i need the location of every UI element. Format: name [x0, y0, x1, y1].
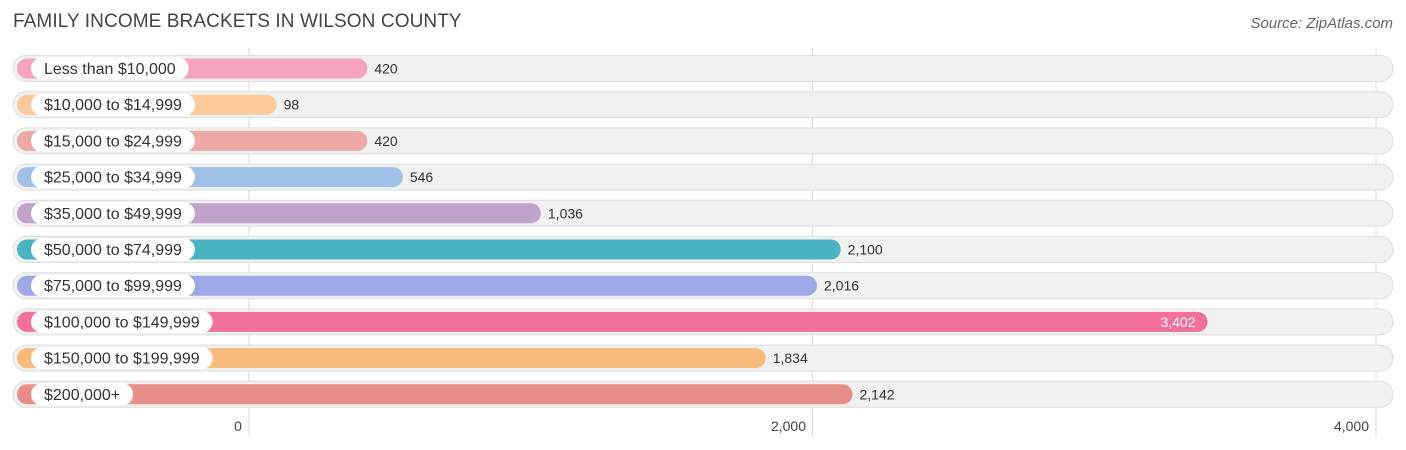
category-label: $15,000 to $24,999	[44, 133, 182, 150]
value-label: 420	[374, 133, 398, 149]
value-label: 546	[410, 169, 434, 185]
category-pill	[31, 129, 195, 152]
category-pill	[31, 166, 195, 189]
category-label: $10,000 to $14,999	[44, 97, 182, 114]
chart-source: Source: ZipAtlas.com	[1250, 15, 1393, 32]
category-label: $75,000 to $99,999	[44, 278, 182, 295]
value-label: 420	[374, 61, 398, 77]
value-label: 2,100	[848, 242, 883, 258]
bar-row: $200,000+ 2,142	[12, 380, 1394, 408]
value-label: 2,142	[860, 386, 895, 402]
x-tick-label: 2,000	[771, 418, 806, 434]
category-pill	[31, 93, 195, 116]
value-label: 1,036	[548, 205, 583, 221]
bar	[17, 275, 818, 296]
category-pill	[31, 202, 195, 225]
bar-row: $50,000 to $74,999 2,100	[12, 236, 1394, 263]
bar	[17, 384, 853, 405]
category-label: $150,000 to $199,999	[44, 351, 200, 368]
value-label: 98	[284, 97, 300, 113]
bar-row: $100,000 to $149,999 3,402	[12, 308, 1394, 336]
chart-title: FAMILY INCOME BRACKETS IN WILSON COUNTY	[13, 11, 462, 32]
category-label: $35,000 to $49,999	[44, 206, 182, 223]
bar-row: $10,000 to $14,999 98	[12, 91, 1394, 119]
bar-row: $35,000 to $49,999 1,036	[12, 199, 1394, 227]
category-pill	[31, 57, 189, 80]
bar-row: Less than $10,000 420	[12, 55, 1394, 82]
category-pill	[31, 383, 134, 406]
bar-row: $25,000 to $34,999 546	[12, 163, 1394, 191]
x-tick-label: 4,000	[1334, 418, 1369, 434]
bar-row: $150,000 to $199,999 1,834	[12, 344, 1394, 372]
category-pill	[31, 347, 213, 370]
bar-row: $75,000 to $99,999 2,016	[12, 272, 1394, 300]
category-label: $50,000 to $74,999	[44, 242, 182, 259]
x-tick-label: 0	[234, 418, 242, 434]
category-label: $25,000 to $34,999	[44, 170, 182, 187]
category-pill	[31, 310, 213, 333]
category-pill	[31, 274, 195, 297]
bar-track	[12, 91, 1394, 119]
category-label: $100,000 to $149,999	[44, 314, 200, 331]
value-label: 1,834	[773, 350, 808, 366]
bar	[17, 239, 841, 260]
bar-row: $15,000 to $24,999 420	[12, 127, 1394, 155]
category-label: $200,000+	[44, 387, 120, 404]
bar	[17, 311, 1208, 332]
category-label: Less than $10,000	[44, 61, 176, 78]
category-pill	[31, 238, 195, 261]
value-label: 2,016	[824, 278, 859, 294]
value-label: 3,402	[1160, 314, 1195, 330]
